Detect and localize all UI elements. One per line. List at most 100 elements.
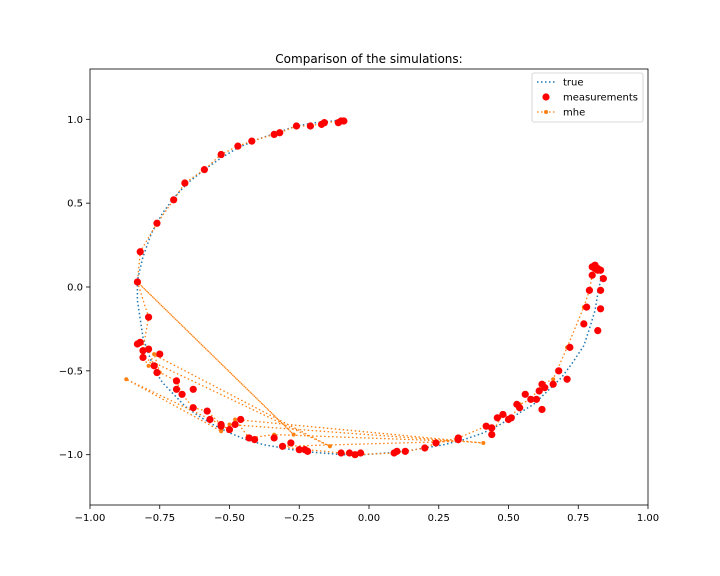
measurement-point xyxy=(541,384,549,392)
measurement-point xyxy=(555,367,563,375)
x-tick-label: 0.50 xyxy=(497,513,519,524)
measurement-point xyxy=(454,436,462,444)
mhe-point xyxy=(124,377,129,382)
measurement-point xyxy=(516,404,524,412)
x-tick-label: −0.25 xyxy=(284,513,315,524)
measurement-point xyxy=(136,248,144,256)
y-tick-label: −0.5 xyxy=(59,366,83,377)
measurement-point xyxy=(206,415,214,424)
measurement-point xyxy=(563,375,571,383)
measurement-point xyxy=(583,303,591,311)
measurement-point xyxy=(170,196,178,204)
measurement-point xyxy=(527,395,535,403)
measurement-point xyxy=(200,166,208,174)
measurement-point xyxy=(580,320,588,328)
measurement-point xyxy=(153,368,161,377)
y-tick-label: 0.0 xyxy=(67,283,83,294)
y-tick-label: −1.0 xyxy=(59,450,83,461)
measurement-point xyxy=(144,313,153,321)
measurement-point xyxy=(139,347,147,355)
legend-label-mhe: mhe xyxy=(563,108,585,119)
legend-label-measurements: measurements xyxy=(563,93,638,104)
measurement-point xyxy=(532,395,541,403)
measurement-point xyxy=(482,422,490,430)
measurement-point xyxy=(139,353,147,362)
measurement-point xyxy=(596,305,605,313)
measurement-point xyxy=(594,327,602,335)
legend-swatch-measurements xyxy=(542,93,550,101)
measurement-point xyxy=(295,446,303,454)
mhe-point xyxy=(227,422,232,427)
measurement-point xyxy=(245,434,253,442)
legend-swatch-mhe-dot xyxy=(544,110,548,114)
measurement-point xyxy=(488,430,496,439)
measurement-point xyxy=(278,442,287,450)
measurement-point xyxy=(189,404,197,412)
mhe-point xyxy=(152,352,157,357)
legend-label-true: true xyxy=(563,78,584,89)
measurement-point xyxy=(334,119,342,127)
measurement-point xyxy=(566,343,574,351)
measurement-point xyxy=(499,410,507,419)
mhe-point xyxy=(233,417,238,422)
measurement-point xyxy=(599,275,607,283)
measurement-point xyxy=(231,420,239,429)
measurement-point xyxy=(588,271,596,279)
x-tick-label: 0.00 xyxy=(358,513,380,524)
measurement-point xyxy=(276,129,284,137)
measurement-point xyxy=(270,130,278,138)
measurement-point xyxy=(172,385,181,393)
measurement-point xyxy=(203,407,211,415)
measurement-point xyxy=(301,446,309,454)
measurement-point xyxy=(189,385,197,393)
x-tick-label: −0.75 xyxy=(144,513,175,524)
measurement-point xyxy=(292,122,301,130)
measurement-point xyxy=(270,434,278,442)
measurement-point xyxy=(156,350,164,358)
measurement-point xyxy=(237,415,245,424)
measurement-point xyxy=(133,340,142,348)
y-tick-label: 1.0 xyxy=(67,115,83,126)
measurement-point xyxy=(538,405,546,414)
x-tick-label: −1.00 xyxy=(75,513,106,524)
measurement-point xyxy=(178,390,186,398)
measurement-point xyxy=(251,436,259,444)
y-tick-label: 0.5 xyxy=(67,199,83,210)
mhe-point xyxy=(481,440,486,445)
measurement-point xyxy=(488,424,496,432)
measurement-point xyxy=(217,150,225,159)
mhe-point xyxy=(219,429,224,434)
mhe-point xyxy=(291,432,296,437)
measurement-point xyxy=(493,414,501,422)
measurement-point xyxy=(504,415,513,424)
measurement-point xyxy=(401,447,409,455)
measurement-point xyxy=(585,286,594,294)
x-axis: −1.00 −0.75 −0.50 −0.25 0.00 0.25 0.50 0.75 1.00 xyxy=(75,505,659,524)
measurement-point xyxy=(357,449,365,457)
measurement-point xyxy=(153,219,161,227)
measurement-point xyxy=(248,137,256,145)
measurement-point xyxy=(217,422,225,430)
measurement-point xyxy=(287,439,295,447)
measurement-point xyxy=(181,179,189,187)
measurement-point xyxy=(306,122,315,130)
chart-title: Comparison of the simulations: xyxy=(275,52,462,66)
legend: true measurements mhe xyxy=(531,72,644,123)
measurement-point xyxy=(172,377,181,385)
measurement-point xyxy=(337,449,345,457)
measurement-point xyxy=(596,266,605,274)
measurement-point xyxy=(345,449,354,457)
mhe-point xyxy=(327,444,332,449)
mhe-point xyxy=(551,377,556,382)
x-tick-label: 0.25 xyxy=(428,513,450,524)
measurement-point xyxy=(421,444,429,452)
measurement-point xyxy=(144,345,153,353)
measurement-point xyxy=(432,439,440,447)
measurement-point xyxy=(521,390,529,398)
measurement-point xyxy=(150,362,158,370)
x-tick-label: 1.00 xyxy=(637,513,659,524)
plot-area xyxy=(124,117,607,459)
mhe-point xyxy=(146,363,151,368)
measurement-point xyxy=(351,451,359,459)
